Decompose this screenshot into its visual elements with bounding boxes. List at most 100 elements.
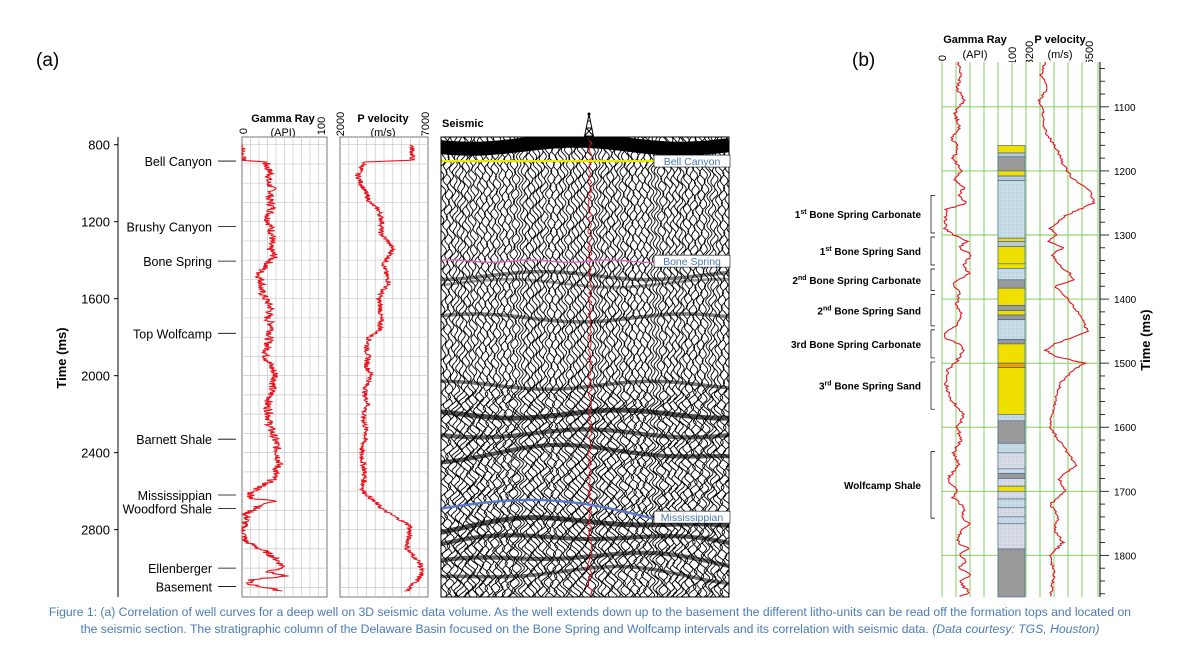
panel-a-y-tick-label: 2400 <box>81 446 110 461</box>
litho-pattern <box>998 517 1025 523</box>
litho-pattern <box>998 268 1025 280</box>
litho-unit-block <box>998 264 1025 268</box>
panel-b-time-axis: 1100 1200 1300 1400 1500 1600 1700 1800 <box>1100 62 1137 597</box>
unit-label-name: Bone Spring Sand <box>832 382 921 393</box>
panel-b-y-tick-label: 1800 <box>1114 551 1137 562</box>
panel-a-velocity-track <box>340 137 428 597</box>
panel-b-velocity-header: P velocity (m/s) 3200 6500 <box>1024 34 1096 65</box>
litho-unit-block <box>998 176 1025 180</box>
litho-unit-block <box>998 473 1025 478</box>
panel-b-y-tick-label: 1700 <box>1114 487 1137 498</box>
formation-label: Woodford Shale <box>123 502 212 516</box>
panel-b-gamma-header: Gamma Ray (API) 0 100 <box>937 34 1019 65</box>
litho-pattern <box>998 443 1025 453</box>
litho-unit-block <box>998 241 1025 246</box>
litho-pattern <box>998 523 1025 549</box>
unit-bracket <box>931 237 935 265</box>
panel-a-gamma-min: 0 <box>238 128 250 134</box>
panel-a-y-tick-label: 800 <box>88 138 110 153</box>
panel-a-velocity-max: 7000 <box>420 112 432 136</box>
caption-credit: (Data courtesy: TGS, Houston) <box>932 622 1099 636</box>
panel-a-label: (a) <box>36 50 59 71</box>
litho-pattern <box>998 499 1025 507</box>
litho-pattern <box>998 478 1025 486</box>
unit-bracket <box>931 195 935 233</box>
litho-pattern <box>998 491 1025 499</box>
litho-unit-block <box>998 368 1025 415</box>
panel-b-label: (b) <box>852 50 875 71</box>
unit-bracket <box>931 295 935 326</box>
formation-label: Bone Spring <box>143 255 212 269</box>
panel-a-gamma-track <box>242 137 327 597</box>
litho-unit-block <box>998 363 1025 367</box>
formation-label: Brushy Canyon <box>127 220 213 234</box>
litho-unit-block <box>998 280 1025 288</box>
panel-a-velocity-min: 2000 <box>335 112 347 136</box>
formation-label: Bell Canyon <box>145 155 212 169</box>
panel-b-y-tick-label: 1200 <box>1114 167 1137 178</box>
unit-label: Wolfcamp Shale <box>844 481 921 492</box>
formation-label: Top Wolfcamp <box>133 327 212 341</box>
unit-label: 1st Bone Spring Sand <box>820 246 921 258</box>
litho-pattern <box>998 469 1025 473</box>
seismic-tag-label: Bell Canyon <box>664 156 721 168</box>
unit-label-name: Wolfcamp Shale <box>844 481 921 492</box>
seismic-tag-label: Mississippian <box>661 512 724 524</box>
litho-unit-block <box>998 157 1025 171</box>
unit-bracket <box>931 362 935 409</box>
panel-b-y-tick-label: 1500 <box>1114 359 1137 370</box>
litho-unit-block <box>998 305 1025 310</box>
unit-label-name: Bone Spring Carbonate <box>807 210 922 221</box>
seismic-tag-label: Bone Spring <box>663 256 721 268</box>
unit-label: 2nd Bone Spring Sand <box>817 305 921 317</box>
unit-label-name: Bone Spring Carbonate <box>807 276 922 287</box>
panel-b-y-tick-label: 1300 <box>1114 231 1137 242</box>
formation-label: Mississippian <box>138 489 212 503</box>
formation-label: Barnett Shale <box>136 433 212 447</box>
panel-b-gamma-unit: (API) <box>962 49 987 61</box>
panel-b-velocity-title: P velocity <box>1034 34 1086 46</box>
litho-unit-block <box>998 486 1025 491</box>
litho-pattern <box>998 181 1025 239</box>
litho-pattern <box>998 320 1025 340</box>
litho-unit-block <box>998 315 1025 319</box>
unit-label-suffix: nd <box>798 275 807 282</box>
litho-unit-block <box>998 421 1025 443</box>
panel-b-velocity-unit: (m/s) <box>1047 49 1072 61</box>
panel-a-gamma-max: 100 <box>316 117 328 135</box>
litho-unit-block <box>998 344 1025 363</box>
panel-a-seismic-header: Seismic <box>442 118 484 130</box>
panel-a-y-tick-label: 2800 <box>81 523 110 538</box>
panel-a-seismic-section <box>438 137 732 597</box>
unit-label-name: 3rd Bone Spring Carbonate <box>791 340 921 351</box>
panel-b-y-tick-label: 1400 <box>1114 295 1137 306</box>
panel-a-gamma-header: Gamma Ray (API) 0 100 <box>238 113 328 139</box>
litho-unit-block <box>998 311 1025 315</box>
unit-label-suffix: rd <box>825 381 832 388</box>
figure-caption: Figure 1: (a) Correlation of well curves… <box>40 604 1140 637</box>
panel-a-y-tick-label: 1600 <box>81 292 110 307</box>
panel-a-formation-labels: Bell Canyon Brushy Canyon Bone Spring Top W… <box>123 155 236 594</box>
unit-label-name: Bone Spring Sand <box>832 306 921 317</box>
formation-label: Ellenberger <box>148 562 212 576</box>
litho-unit-block <box>998 238 1025 241</box>
panel-b-gamma-min: 0 <box>937 55 949 61</box>
panel-a-y-axis-label: Time (ms) <box>54 327 69 388</box>
litho-pattern <box>998 453 1025 469</box>
unit-label: 1st Bone Spring Carbonate <box>795 209 922 221</box>
panel-b-unit-labels: 1st Bone Spring Carbonate 1st Bone Spring… <box>791 195 935 518</box>
litho-unit-block <box>998 549 1025 597</box>
panel-a-velocity-header: P velocity (m/s) 2000 7000 <box>335 112 432 139</box>
panel-b-y-tick-label: 1600 <box>1114 423 1137 434</box>
panel-a-gamma-title: Gamma Ray <box>251 113 315 125</box>
unit-label: 2nd Bone Spring Carbonate <box>792 275 921 287</box>
unit-label: 3rd Bone Spring Carbonate <box>791 340 921 351</box>
litho-unit-block <box>998 171 1025 176</box>
unit-label-name: Bone Spring Sand <box>832 247 921 258</box>
litho-unit-block <box>998 153 1025 157</box>
formation-label: Basement <box>156 580 213 594</box>
litho-unit-block <box>998 288 1025 305</box>
panel-b-y-tick-label: 1100 <box>1114 103 1136 114</box>
panel-b-velocity-max: 6500 <box>1084 41 1096 65</box>
panel-b-gamma-title: Gamma Ray <box>943 34 1007 46</box>
